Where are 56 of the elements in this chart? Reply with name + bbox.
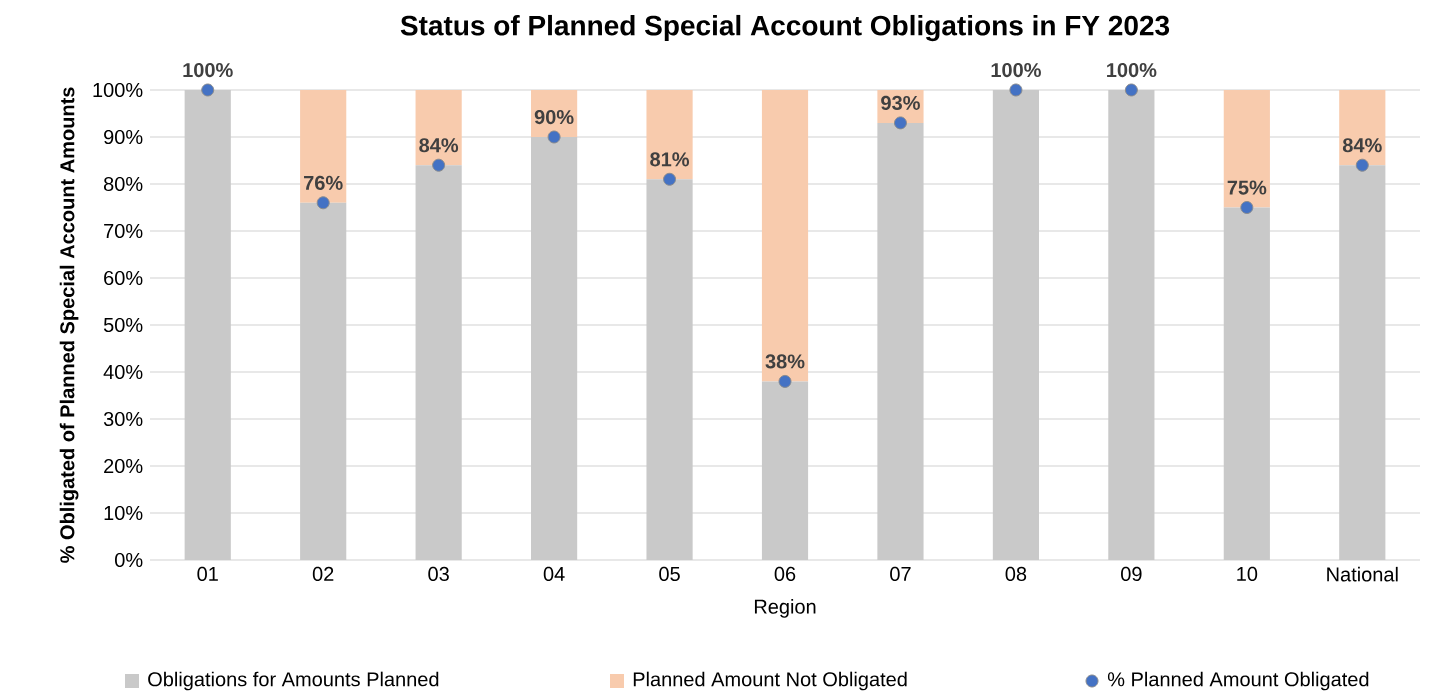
chart-title: Status of Planned Special Account Obligations in FY 2023 — [400, 14, 1170, 42]
data-label: 90% — [534, 109, 574, 125]
data-label: 93% — [881, 95, 920, 111]
x-tick-label: 04 — [543, 566, 565, 582]
point — [547, 130, 561, 144]
bar — [300, 89, 347, 203]
x-tick-label: 10 — [1237, 566, 1258, 582]
y-tick-label: 90% — [104, 129, 143, 145]
bar — [646, 89, 693, 180]
y-tick-label: 60% — [104, 270, 143, 286]
y-tick-label: 80% — [103, 176, 143, 192]
y-tick-label: 40% — [103, 364, 143, 380]
legend-label: % Planned Amount Obligated — [1107, 671, 1369, 691]
x-tick-label: 07 — [890, 566, 911, 582]
y-tick-label: 10% — [104, 505, 143, 521]
y-tick-label: 30% — [103, 411, 143, 427]
data-label: 76% — [304, 175, 343, 190]
data-label: 84% — [419, 138, 459, 153]
data-label: 100% — [183, 62, 233, 78]
y-axis-title: % Obligated of Planned Special Account Amounts — [59, 87, 79, 563]
x-tick-label: 02 — [312, 566, 334, 582]
y-tick-label: 50% — [103, 317, 143, 333]
point — [201, 83, 215, 97]
bar — [415, 89, 462, 166]
data-label: 75% — [1227, 180, 1267, 195]
point — [1124, 83, 1138, 97]
y-tick-label: 70% — [104, 223, 143, 239]
bar — [1339, 89, 1386, 166]
y-tick-label: 0% — [115, 552, 143, 568]
x-tick-label: National — [1327, 566, 1398, 582]
data-label: 81% — [650, 152, 690, 167]
y-tick-label: 100% — [93, 82, 143, 98]
point — [893, 116, 907, 130]
legend-label: Planned Amount Not Obligated — [633, 671, 907, 691]
point — [316, 196, 330, 210]
data-label: 38% — [765, 354, 805, 369]
x-tick-label: 05 — [659, 566, 680, 582]
x-axis-title: Region — [754, 599, 816, 618]
data-label: 84% — [1342, 138, 1382, 153]
bar — [1223, 89, 1270, 208]
x-tick-label: 08 — [1005, 566, 1027, 582]
x-tick-label: 06 — [774, 566, 796, 582]
x-tick-label: 01 — [197, 566, 218, 582]
x-tick-label: 09 — [1121, 566, 1142, 582]
data-label: 100% — [1107, 62, 1157, 78]
point — [778, 374, 792, 388]
data-label: 100% — [991, 62, 1041, 78]
point — [1240, 200, 1254, 214]
bar — [761, 89, 809, 382]
legend-label: Obligations for Amounts Planned — [148, 671, 439, 691]
x-tick-label: 03 — [428, 566, 449, 582]
y-tick-label: 20% — [104, 458, 143, 474]
point — [1355, 158, 1369, 172]
point — [1009, 83, 1023, 97]
point — [432, 158, 446, 172]
point — [663, 172, 677, 186]
